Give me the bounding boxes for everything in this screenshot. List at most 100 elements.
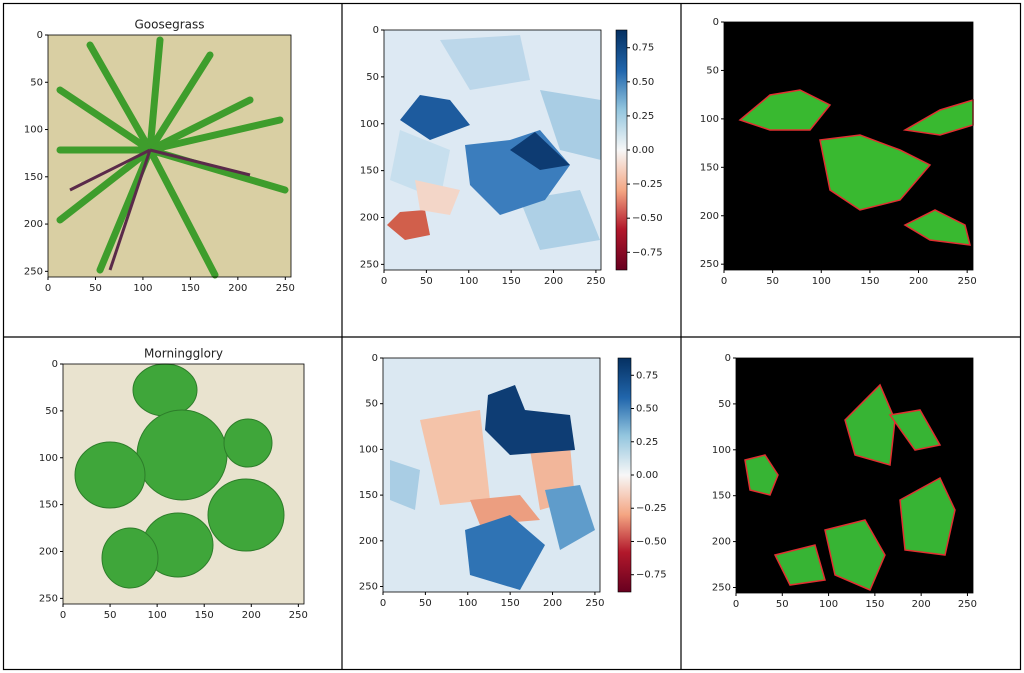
- x-tick-label: 50: [766, 276, 779, 287]
- x-tick-label: 150: [865, 599, 884, 610]
- y-tick-label: 150: [359, 490, 378, 501]
- y-tick-label: 200: [24, 219, 43, 230]
- y-tick-label: 250: [700, 259, 719, 270]
- x-tick-label: 100: [459, 276, 478, 287]
- x-tick-label: 150: [860, 276, 879, 287]
- x-tick-label: 200: [544, 276, 563, 287]
- colorbar: [615, 29, 628, 271]
- y-tick-label: 0: [52, 359, 58, 370]
- panel-title: Goosegrass: [134, 18, 204, 32]
- x-tick-label: 50: [89, 283, 102, 294]
- colorbar: [617, 357, 632, 593]
- goosegrass-explanation: [384, 30, 601, 270]
- y-tick-label: 50: [30, 77, 43, 88]
- x-tick-label: 0: [45, 283, 51, 294]
- x-tick-label: 0: [721, 276, 727, 287]
- colorbar-tick-label: −0.50: [636, 536, 667, 547]
- axes-frame: [382, 357, 601, 593]
- x-tick-label: 250: [958, 599, 977, 610]
- colorbar-tick-label: 0.75: [636, 370, 658, 381]
- colorbar-tick-label: 0.50: [636, 404, 658, 415]
- y-tick-label: 0: [373, 25, 379, 36]
- x-tick-label: 100: [148, 610, 167, 621]
- y-tick-label: 0: [372, 353, 378, 364]
- x-tick-label: 200: [912, 599, 931, 610]
- y-tick-label: 100: [39, 453, 58, 464]
- axes-frame: [62, 363, 305, 605]
- y-tick-label: 150: [360, 166, 379, 177]
- axes-frame: [723, 21, 974, 271]
- y-tick-label: 100: [700, 114, 719, 125]
- colorbar-tick-label: −0.50: [632, 213, 663, 224]
- morningglory-segmentation: [736, 358, 973, 593]
- colorbar-tick-label: −0.25: [636, 503, 667, 514]
- y-tick-label: 100: [359, 444, 378, 455]
- colorbar-tick-label: 0.25: [636, 437, 658, 448]
- y-tick-label: 50: [718, 399, 731, 410]
- x-tick-label: 50: [419, 598, 432, 609]
- panel-title: Morningglory: [144, 347, 223, 361]
- y-tick-label: 0: [725, 353, 731, 364]
- x-tick-label: 50: [420, 276, 433, 287]
- y-tick-label: 250: [39, 593, 58, 604]
- x-tick-label: 100: [133, 283, 152, 294]
- x-tick-label: 0: [60, 610, 66, 621]
- axes-frame: [383, 29, 602, 271]
- x-tick-label: 0: [733, 599, 739, 610]
- y-tick-label: 0: [37, 30, 43, 41]
- x-tick-label: 200: [242, 610, 261, 621]
- y-tick-label: 50: [706, 65, 719, 76]
- x-tick-label: 0: [381, 276, 387, 287]
- colorbar-tick-label: 0.00: [632, 145, 654, 156]
- y-tick-label: 100: [24, 125, 43, 136]
- colorbar-tick-label: 0.50: [632, 77, 654, 88]
- morningglory-photo: [63, 363, 304, 604]
- colorbar-tick-label: −0.75: [632, 247, 663, 258]
- x-tick-label: 250: [276, 283, 295, 294]
- x-tick-label: 250: [585, 598, 604, 609]
- colorbar-tick-label: −0.25: [632, 179, 663, 190]
- y-tick-label: 200: [39, 547, 58, 558]
- x-tick-label: 200: [909, 276, 928, 287]
- colorbar-tick-label: −0.75: [636, 570, 667, 581]
- y-tick-label: 200: [359, 536, 378, 547]
- y-tick-label: 150: [700, 162, 719, 173]
- y-tick-label: 150: [39, 500, 58, 511]
- x-tick-label: 250: [586, 276, 605, 287]
- y-tick-label: 200: [360, 213, 379, 224]
- x-tick-label: 200: [543, 598, 562, 609]
- x-tick-label: 200: [228, 283, 247, 294]
- goosegrass-photo: [48, 35, 291, 279]
- y-tick-label: 50: [45, 406, 58, 417]
- y-tick-label: 150: [712, 491, 731, 502]
- x-tick-label: 100: [458, 598, 477, 609]
- x-tick-label: 100: [812, 276, 831, 287]
- y-tick-label: 0: [713, 17, 719, 28]
- y-tick-label: 250: [360, 259, 379, 270]
- colorbar-tick-label: 0.00: [636, 470, 658, 481]
- x-tick-label: 50: [104, 610, 117, 621]
- x-tick-label: 150: [181, 283, 200, 294]
- x-tick-label: 250: [958, 276, 977, 287]
- y-tick-label: 100: [712, 445, 731, 456]
- axes-frame: [47, 34, 292, 278]
- y-tick-label: 200: [712, 537, 731, 548]
- x-tick-label: 250: [289, 610, 308, 621]
- y-tick-label: 250: [359, 582, 378, 593]
- y-tick-label: 250: [712, 582, 731, 593]
- y-tick-label: 200: [700, 211, 719, 222]
- x-tick-label: 150: [502, 276, 521, 287]
- x-tick-label: 0: [380, 598, 386, 609]
- colorbar-tick-label: 0.25: [632, 111, 654, 122]
- y-tick-label: 150: [24, 172, 43, 183]
- x-tick-label: 150: [501, 598, 520, 609]
- y-tick-label: 250: [24, 266, 43, 277]
- y-tick-label: 50: [366, 72, 379, 83]
- goosegrass-segmentation: [724, 22, 974, 270]
- axes-frame: [735, 357, 974, 594]
- morningglory-explanation: [383, 358, 600, 592]
- x-tick-label: 100: [819, 599, 838, 610]
- colorbar-tick-label: 0.75: [632, 43, 654, 54]
